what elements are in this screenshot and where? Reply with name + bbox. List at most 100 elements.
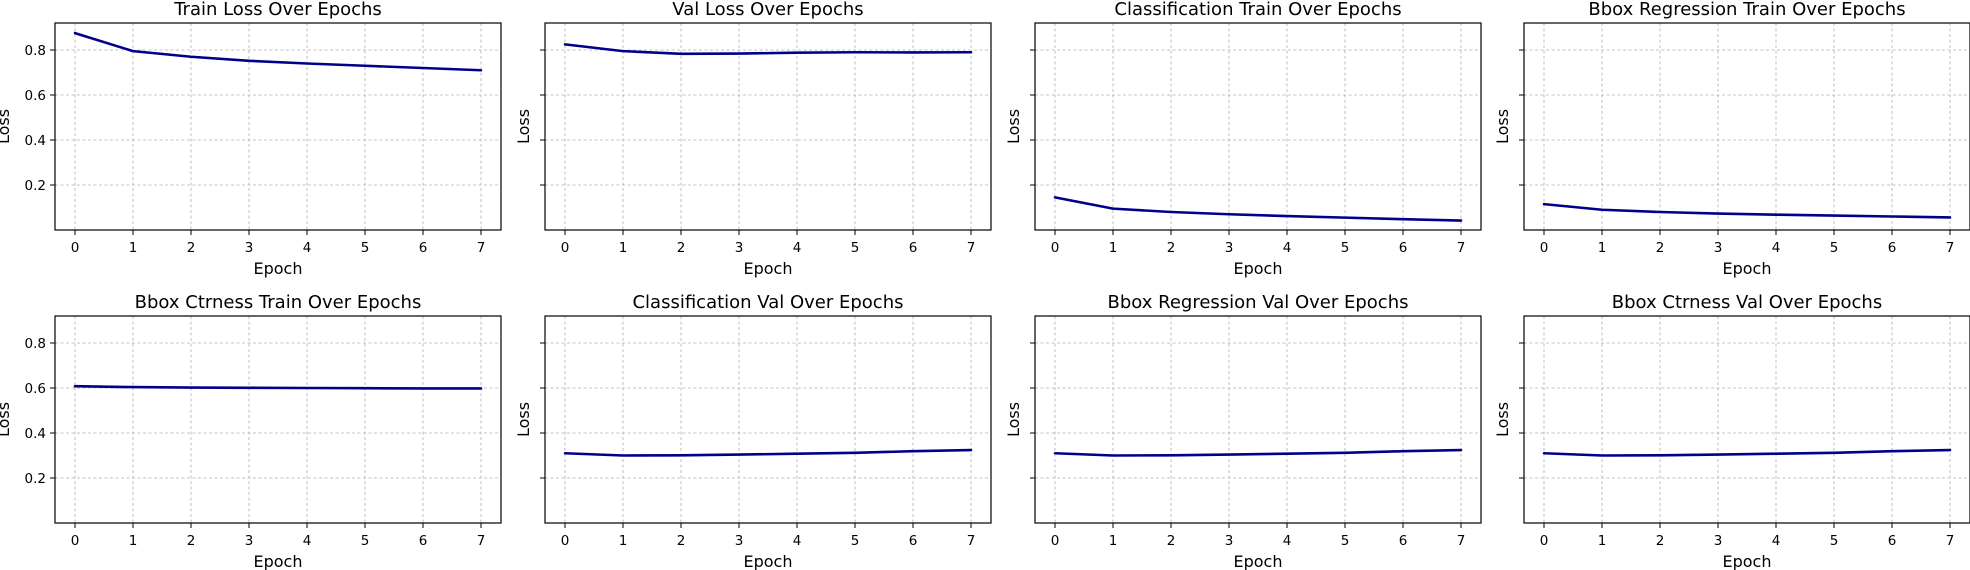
x-tick-label: 4 [303, 533, 312, 549]
x-tick-label: 4 [1283, 240, 1292, 256]
subplot-4: 0 1 2 3 4 5 6 7 Bbox Regression Train Over Epoch… [1493, 0, 1970, 278]
x-tick-label: 4 [793, 240, 802, 256]
axes-frame [1034, 22, 1482, 231]
axes-frame [54, 22, 502, 231]
loss-series-line [1542, 202, 1952, 219]
y-axis-label: Loss [1493, 109, 1512, 144]
y-tick-label: 0.4 [25, 133, 46, 149]
x-tick-label: 0 [71, 240, 80, 256]
x-tick-label: 6 [419, 533, 428, 549]
x-tick-label: 4 [1772, 240, 1781, 256]
x-tick-label: 5 [361, 533, 370, 549]
subplot-2: 0 1 2 3 4 5 6 7 Val Loss Over Epochs Epoch Loss [514, 0, 992, 278]
x-tick-label: 2 [187, 240, 196, 256]
x-tick-label: 7 [1946, 240, 1955, 256]
loss-series-line [1053, 448, 1463, 457]
x-tick-label: 7 [967, 240, 976, 256]
x-tick-label: 7 [477, 240, 486, 256]
x-tick-label: 6 [1399, 533, 1408, 549]
y-tick-label: 0.4 [25, 426, 46, 442]
x-tick-label: 4 [793, 533, 802, 549]
chart-title: Classification Val Over Epochs [632, 292, 903, 313]
subplot-5: 0 1 2 3 4 5 6 7 0.2 0.4 0.6 0.8 Bbox Ctrness Train O… [0, 292, 502, 570]
x-tick-label: 6 [909, 240, 918, 256]
x-tick-label: 3 [1714, 533, 1723, 549]
x-axis-label: Epoch [1234, 259, 1283, 278]
x-tick-label: 0 [1051, 533, 1060, 549]
x-tick-label: 6 [1888, 240, 1897, 256]
x-tick-label: 0 [1540, 533, 1549, 549]
x-tick-label: 2 [1656, 533, 1665, 549]
x-tick-label: 7 [1457, 533, 1466, 549]
y-axis-label: Loss [1004, 109, 1023, 144]
y-axis-label: Loss [514, 109, 533, 144]
subplot-7: 0 1 2 3 4 5 6 7 Bbox Regression Val Over Epochs E… [1004, 292, 1482, 570]
axes-frame [54, 315, 502, 524]
x-tick-label: 5 [1830, 533, 1839, 549]
x-tick-label: 3 [735, 240, 744, 256]
chart-title: Bbox Regression Train Over Epochs [1588, 0, 1905, 20]
x-tick-label: 7 [967, 533, 976, 549]
y-axis-label: Loss [0, 109, 13, 144]
x-tick-label: 5 [361, 240, 370, 256]
loss-series-line [1542, 448, 1952, 457]
axes-frame [544, 315, 992, 524]
x-tick-label: 6 [909, 533, 918, 549]
x-axis-label: Epoch [744, 259, 793, 278]
x-tick-label: 5 [851, 240, 860, 256]
x-tick-label: 7 [1946, 533, 1955, 549]
x-tick-label: 6 [1888, 533, 1897, 549]
x-tick-label: 0 [71, 533, 80, 549]
x-tick-label: 3 [1714, 240, 1723, 256]
x-tick-label: 6 [419, 240, 428, 256]
y-axis-label: Loss [1004, 402, 1023, 437]
x-tick-label: 4 [303, 240, 312, 256]
axes-frame [1523, 315, 1970, 524]
subplot-1: 0 1 2 3 4 5 6 7 0.2 0.4 0.6 0.8 Train Loss Over Epoc… [0, 0, 502, 278]
x-tick-label: 5 [1341, 240, 1350, 256]
x-tick-label: 5 [1341, 533, 1350, 549]
x-tick-label: 2 [187, 533, 196, 549]
x-tick-label: 2 [677, 240, 686, 256]
x-tick-label: 1 [1598, 533, 1607, 549]
x-tick-label: 1 [129, 240, 138, 256]
x-tick-label: 3 [245, 240, 254, 256]
x-tick-label: 0 [561, 533, 570, 549]
x-tick-label: 5 [851, 533, 860, 549]
x-tick-label: 2 [1656, 240, 1665, 256]
axes-frame [1523, 22, 1970, 231]
x-tick-label: 3 [1225, 240, 1234, 256]
loss-series-line [563, 43, 973, 56]
x-tick-label: 1 [1598, 240, 1607, 256]
x-tick-label: 1 [619, 533, 628, 549]
x-tick-label: 1 [1109, 533, 1118, 549]
x-axis-label: Epoch [1723, 259, 1772, 278]
x-tick-label: 1 [129, 533, 138, 549]
y-axis-label: Loss [514, 402, 533, 437]
x-axis-label: Epoch [1723, 552, 1772, 570]
x-tick-label: 2 [1167, 533, 1176, 549]
x-tick-label: 5 [1830, 240, 1839, 256]
loss-series-line [1053, 196, 1463, 222]
y-axis-label: Loss [0, 402, 13, 437]
x-tick-label: 2 [1167, 240, 1176, 256]
x-tick-label: 0 [1540, 240, 1549, 256]
x-axis-label: Epoch [254, 552, 303, 570]
chart-title: Classification Train Over Epochs [1114, 0, 1401, 20]
loss-series-line [563, 448, 973, 457]
x-tick-label: 7 [1457, 240, 1466, 256]
axes-frame [1034, 315, 1482, 524]
subplot-3: 0 1 2 3 4 5 6 7 Classification Train Over Epochs… [1004, 0, 1482, 278]
x-tick-label: 6 [1399, 240, 1408, 256]
x-tick-label: 0 [1051, 240, 1060, 256]
x-tick-label: 2 [677, 533, 686, 549]
chart-title: Val Loss Over Epochs [672, 0, 863, 20]
x-axis-label: Epoch [1234, 552, 1283, 570]
subplot-8: 0 1 2 3 4 5 6 7 Bbox Ctrness Val Over Epochs Epoc… [1493, 292, 1970, 570]
y-tick-label: 0.8 [25, 43, 46, 59]
x-axis-label: Epoch [254, 259, 303, 278]
x-tick-label: 1 [1109, 240, 1118, 256]
x-tick-label: 7 [477, 533, 486, 549]
subplot-6: 0 1 2 3 4 5 6 7 Classification Val Over Epochs Ep… [514, 292, 992, 570]
